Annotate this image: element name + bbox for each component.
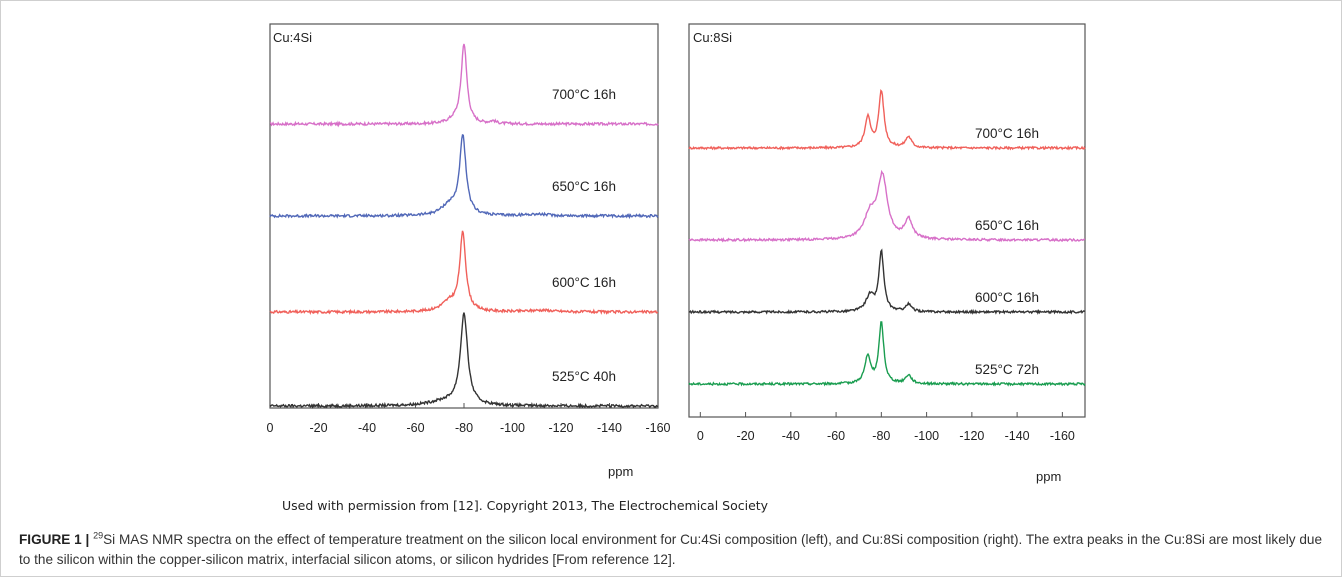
spectra-traces: 700°C 16h 650°C 16h 600°C 16h 525°C 40h — [269, 43, 659, 410]
x-tick-label: -20 — [309, 421, 327, 435]
spectra-traces: 700°C 16h 650°C 16h 600°C 16h 525°C 72h — [688, 88, 1086, 387]
series-label: 650°C 16h — [975, 218, 1039, 233]
x-tick-label: -20 — [737, 429, 755, 443]
panel-label: Cu:8Si — [693, 30, 732, 45]
series-label: 700°C 16h — [552, 87, 616, 102]
x-tick-label: -60 — [406, 421, 424, 435]
spectrum-line — [688, 321, 1086, 387]
series-label: 700°C 16h — [975, 126, 1039, 141]
series-label: 600°C 16h — [552, 275, 616, 290]
x-tick-label: -80 — [872, 429, 890, 443]
x-tick-label: -60 — [827, 429, 845, 443]
x-tick-label: -40 — [358, 421, 376, 435]
panel-cu8si: Cu:8Si ppm 0 -20 -40 -60 -80 -100 -120 -140 -160… — [688, 23, 1086, 484]
x-ticks: 0 -20 -40 -60 -80 -100 -120 -140 -160 — [697, 412, 1075, 443]
spectrum-line — [688, 248, 1086, 315]
x-tick-label: -140 — [597, 421, 622, 435]
x-tick-label: -80 — [455, 421, 473, 435]
permission-credit: Used with permission from [12]. Copyrigh… — [282, 498, 769, 513]
figure-caption: FIGURE 1 | 29Si MAS NMR spectra on the e… — [19, 530, 1329, 569]
spectrum-line — [688, 88, 1086, 151]
spectrum-line — [688, 169, 1086, 243]
series-label: 650°C 16h — [552, 179, 616, 194]
x-tick-label: -160 — [1050, 429, 1075, 443]
spectrum-line — [269, 312, 659, 410]
x-tick-label: -40 — [782, 429, 800, 443]
x-tick-label: -100 — [500, 421, 525, 435]
x-tick-label: 0 — [697, 429, 704, 443]
caption-text: Si MAS NMR spectra on the effect of temp… — [19, 532, 1323, 567]
x-tick-label: 0 — [267, 421, 274, 435]
panel-label: Cu:4Si — [273, 30, 312, 45]
x-tick-label: -120 — [548, 421, 573, 435]
series-label: 600°C 16h — [975, 290, 1039, 305]
x-axis-label: ppm — [608, 464, 633, 479]
plot-area — [688, 23, 1086, 418]
series-label: 525°C 40h — [552, 369, 616, 384]
series-label: 525°C 72h — [975, 362, 1039, 377]
x-tick-label: -160 — [645, 421, 670, 435]
x-ticks: 0 -20 -40 -60 -80 -100 -120 -140 -160 — [267, 403, 671, 435]
x-tick-label: -100 — [914, 429, 939, 443]
figure-label: FIGURE 1 | — [19, 532, 90, 547]
spectrum-line — [269, 43, 659, 128]
panel-cu4si: Cu:4Si ppm 0 -20 -40 -60 -80 -100 -120 -140 -160… — [267, 23, 671, 479]
spectrum-line — [269, 134, 659, 220]
x-axis-label: ppm — [1036, 469, 1061, 484]
x-tick-label: -120 — [959, 429, 984, 443]
spectrum-line — [269, 230, 659, 316]
isotope-superscript: 29 — [93, 530, 104, 541]
x-tick-label: -140 — [1005, 429, 1030, 443]
